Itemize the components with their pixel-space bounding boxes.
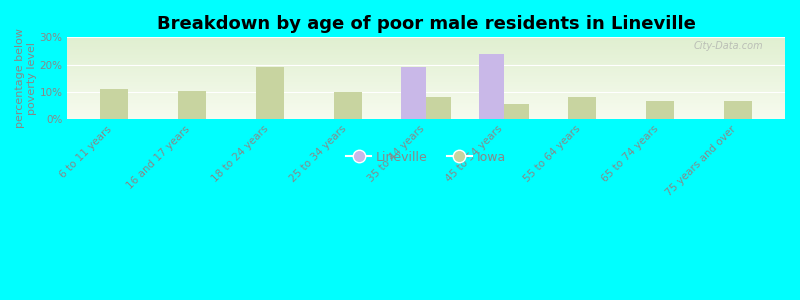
Bar [67, 87, 785, 88]
Bar [256, 67, 284, 119]
Bar [67, 72, 785, 73]
Bar [401, 67, 426, 119]
Bar [178, 91, 206, 119]
Bar [569, 97, 596, 119]
Bar [67, 65, 785, 66]
Bar [67, 78, 785, 79]
Bar [67, 81, 785, 82]
Bar [67, 43, 785, 44]
Bar [67, 89, 785, 90]
Bar [67, 53, 785, 54]
Bar [67, 118, 785, 119]
Y-axis label: percentage below
poverty level: percentage below poverty level [15, 28, 37, 128]
Bar [67, 59, 785, 60]
Bar [67, 106, 785, 107]
Bar [67, 113, 785, 114]
Bar [67, 70, 785, 71]
Bar [67, 69, 785, 70]
Bar [67, 40, 785, 41]
Bar [67, 73, 785, 74]
Bar [67, 115, 785, 116]
Bar [67, 38, 785, 39]
Bar [67, 75, 785, 76]
Bar [426, 97, 451, 119]
Bar [67, 98, 785, 99]
Bar [67, 61, 785, 62]
Bar [67, 91, 785, 92]
Bar [67, 41, 785, 42]
Bar [67, 108, 785, 109]
Bar [67, 118, 785, 119]
Bar [67, 93, 785, 94]
Bar [67, 99, 785, 100]
Bar [67, 111, 785, 112]
Bar [67, 64, 785, 65]
Bar [67, 116, 785, 117]
Bar [67, 114, 785, 115]
Bar [67, 52, 785, 53]
Bar [504, 104, 529, 119]
Bar [67, 45, 785, 46]
Bar [67, 74, 785, 75]
Bar [67, 110, 785, 111]
Bar [67, 79, 785, 80]
Bar [67, 51, 785, 52]
Bar [67, 117, 785, 118]
Bar [67, 48, 785, 49]
Bar [67, 88, 785, 89]
Bar [67, 50, 785, 51]
Bar [67, 57, 785, 58]
Bar [67, 105, 785, 106]
Bar [67, 44, 785, 45]
Bar [67, 82, 785, 83]
Bar [334, 92, 362, 119]
Bar [67, 112, 785, 113]
Bar [67, 56, 785, 57]
Bar [67, 80, 785, 81]
Bar [646, 101, 674, 119]
Bar [725, 101, 752, 119]
Bar [67, 66, 785, 67]
Bar [67, 39, 785, 40]
Bar [67, 83, 785, 84]
Bar [67, 100, 785, 101]
Legend: Lineville, Iowa: Lineville, Iowa [342, 146, 511, 169]
Bar [67, 71, 785, 72]
Bar [479, 54, 504, 119]
Bar [67, 42, 785, 43]
Title: Breakdown by age of poor male residents in Lineville: Breakdown by age of poor male residents … [157, 15, 695, 33]
Bar [67, 107, 785, 108]
Bar [67, 77, 785, 78]
Bar [67, 96, 785, 97]
Bar [67, 55, 785, 56]
Bar [67, 60, 785, 61]
Bar [67, 97, 785, 98]
Bar [67, 37, 785, 38]
Bar [67, 85, 785, 86]
Text: City-Data.com: City-Data.com [694, 40, 763, 51]
Bar [67, 63, 785, 64]
Bar [67, 103, 785, 104]
Bar [67, 68, 785, 69]
Bar [67, 49, 785, 50]
Bar [67, 84, 785, 85]
Bar [67, 86, 785, 87]
Bar [67, 40, 785, 41]
Bar [67, 67, 785, 68]
Bar [67, 58, 785, 59]
Bar [67, 104, 785, 105]
Bar [67, 95, 785, 96]
Bar [67, 102, 785, 103]
Bar [67, 90, 785, 91]
Bar [67, 94, 785, 95]
Bar [67, 47, 785, 48]
Bar [67, 62, 785, 63]
Bar [67, 76, 785, 77]
Bar [100, 89, 128, 119]
Bar [67, 109, 785, 110]
Bar [67, 46, 785, 47]
Bar [67, 101, 785, 102]
Bar [67, 54, 785, 55]
Bar [67, 92, 785, 93]
